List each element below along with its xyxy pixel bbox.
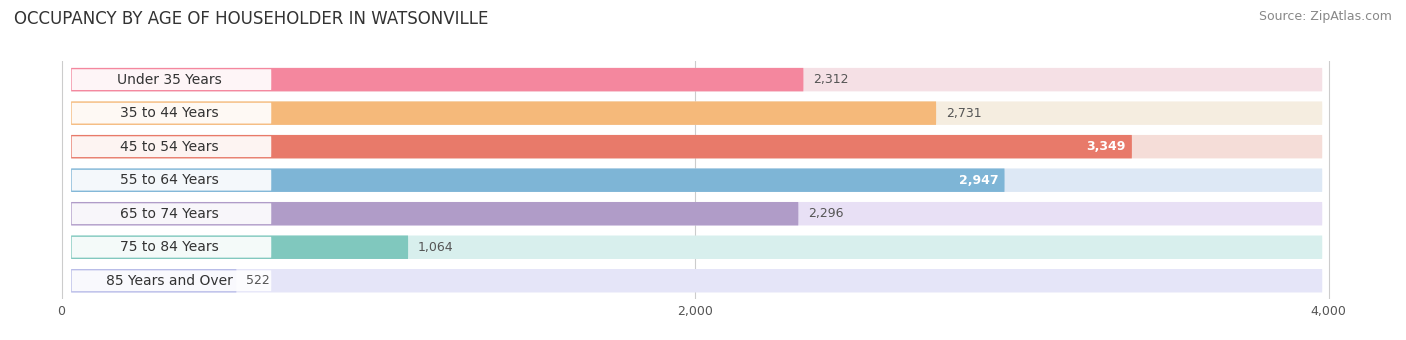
FancyBboxPatch shape xyxy=(72,202,1322,225)
FancyBboxPatch shape xyxy=(72,202,799,225)
FancyBboxPatch shape xyxy=(72,168,1322,192)
Text: 522: 522 xyxy=(246,274,270,287)
FancyBboxPatch shape xyxy=(72,68,1322,91)
FancyBboxPatch shape xyxy=(72,236,1322,259)
Text: 35 to 44 Years: 35 to 44 Years xyxy=(120,106,218,120)
FancyBboxPatch shape xyxy=(72,135,1132,158)
FancyBboxPatch shape xyxy=(72,136,271,157)
FancyBboxPatch shape xyxy=(72,101,936,125)
Text: 2,731: 2,731 xyxy=(946,107,981,120)
Text: 45 to 54 Years: 45 to 54 Years xyxy=(120,140,218,154)
Text: 2,947: 2,947 xyxy=(959,174,998,187)
FancyBboxPatch shape xyxy=(72,168,1004,192)
Text: 85 Years and Over: 85 Years and Over xyxy=(105,274,233,288)
Text: 2,296: 2,296 xyxy=(808,207,844,220)
Text: 65 to 74 Years: 65 to 74 Years xyxy=(120,207,219,221)
FancyBboxPatch shape xyxy=(72,135,1322,158)
FancyBboxPatch shape xyxy=(72,68,803,91)
FancyBboxPatch shape xyxy=(72,69,271,90)
Text: 3,349: 3,349 xyxy=(1087,140,1126,153)
FancyBboxPatch shape xyxy=(72,269,236,292)
FancyBboxPatch shape xyxy=(72,203,271,224)
Text: 75 to 84 Years: 75 to 84 Years xyxy=(120,240,219,254)
Text: 2,312: 2,312 xyxy=(813,73,848,86)
Text: 55 to 64 Years: 55 to 64 Years xyxy=(120,173,219,187)
Text: Under 35 Years: Under 35 Years xyxy=(117,73,222,87)
FancyBboxPatch shape xyxy=(72,170,271,191)
Text: 1,064: 1,064 xyxy=(418,241,453,254)
FancyBboxPatch shape xyxy=(72,270,271,291)
Text: OCCUPANCY BY AGE OF HOUSEHOLDER IN WATSONVILLE: OCCUPANCY BY AGE OF HOUSEHOLDER IN WATSO… xyxy=(14,10,488,28)
Text: Source: ZipAtlas.com: Source: ZipAtlas.com xyxy=(1258,10,1392,23)
FancyBboxPatch shape xyxy=(72,101,1322,125)
FancyBboxPatch shape xyxy=(72,237,271,258)
FancyBboxPatch shape xyxy=(72,236,408,259)
FancyBboxPatch shape xyxy=(72,269,1322,292)
FancyBboxPatch shape xyxy=(72,103,271,123)
